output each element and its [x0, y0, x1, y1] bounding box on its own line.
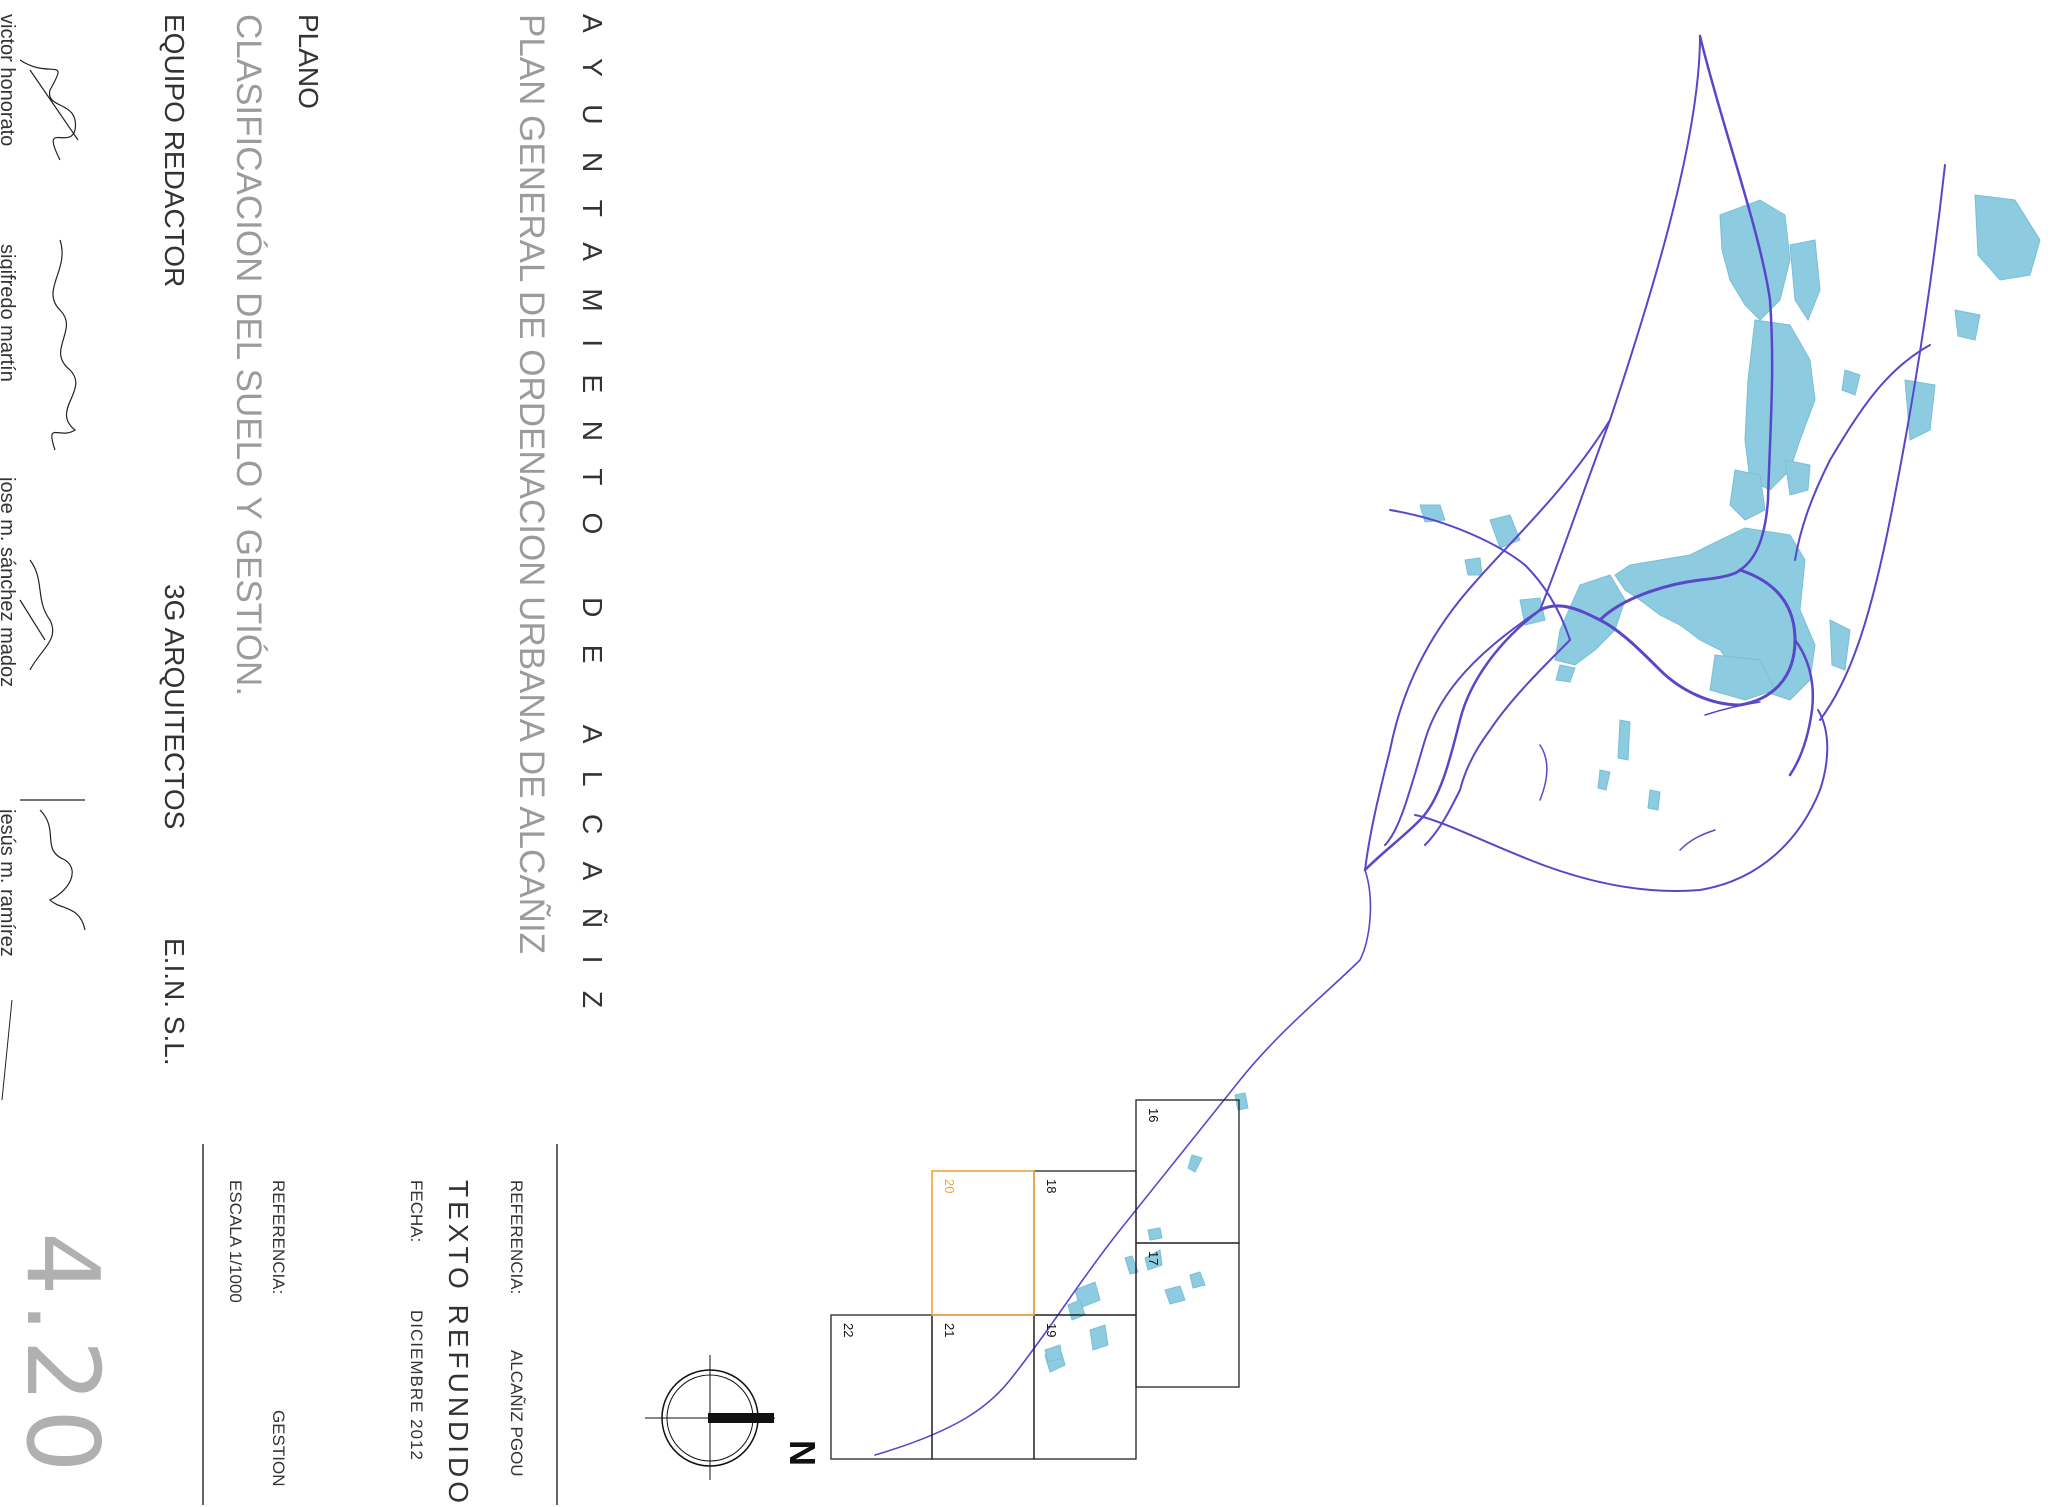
road-west-arc: [1389, 509, 1571, 641]
road-great-arc: [1414, 709, 1829, 892]
road-ring-3: [1788, 638, 1815, 777]
urban-area-west-2: [1489, 514, 1521, 549]
urban-area-south-2: [1617, 719, 1631, 761]
team-name-2: E.I.N. S.L.: [159, 938, 190, 1066]
signatory-3: jose m. sánchez madoz: [0, 477, 18, 688]
sheet-number-19: 19: [1044, 1323, 1059, 1338]
document-type: TEXTO REFUNDIDO: [443, 1180, 474, 1507]
urban-area-south-4: [1597, 769, 1611, 791]
road-network: [874, 34, 1946, 1456]
sheet-cell-20[interactable]: [931, 1170, 1035, 1316]
municipality-title: AYUNTAMIENTO DE ALCAÑIZ: [577, 14, 608, 1036]
road-north-main: [1698, 34, 1774, 572]
urban-area-south-3: [1647, 789, 1661, 811]
urban-area-town-center: [1614, 527, 1816, 701]
date-value: DICIEMBRE 2012: [407, 1310, 426, 1461]
urban-area-north-3: [1789, 239, 1821, 322]
plan-label: PLANO: [293, 14, 324, 109]
plan-number: 4.20: [4, 1232, 121, 1479]
urban-area-east-4: [1841, 369, 1861, 396]
sheet-number-21: 21: [942, 1323, 957, 1338]
sheet-cell-22[interactable]: [830, 1314, 933, 1460]
urban-area-mid-2: [1784, 459, 1811, 496]
scale-label: ESCALA 1/1000: [226, 1180, 245, 1303]
reference-value: ALCAÑIZ PGOU: [507, 1350, 526, 1477]
signatory-1: victor honorato: [0, 14, 18, 147]
urban-area-east-1: [1974, 194, 2041, 281]
urban-area-corridor-8: [1234, 1092, 1249, 1111]
urban-area-corridor-10: [1124, 1255, 1139, 1275]
road-spur-3: [1679, 829, 1716, 851]
urban-area-east-2: [1954, 309, 1981, 341]
team-label: EQUIPO REDACTOR: [159, 14, 190, 288]
road-corridor: [874, 869, 1372, 1456]
signatory-2: sigifredo martín: [0, 244, 18, 382]
urban-area-ne-strip: [1829, 619, 1851, 671]
urban-area-corridor-5: [1164, 1285, 1186, 1305]
urban-area-corridor-11: [1144, 1249, 1163, 1271]
sheet-number-18: 18: [1044, 1179, 1059, 1194]
road-spur-1: [1539, 744, 1548, 801]
road-left-arc: [1384, 609, 1541, 846]
road-southwest: [1424, 639, 1571, 846]
road-far-west-arc: [1364, 419, 1611, 871]
project-title: PLAN GENERAL DE ORDENACION URBANA DE ALC…: [512, 14, 551, 955]
urban-area-corridor-7: [1147, 1227, 1163, 1241]
north-arrow-icon: [645, 1355, 775, 1480]
team-name-1: 3G ARQUITECTOS: [159, 584, 190, 830]
urban-area-mid-1: [1729, 469, 1766, 521]
urban-area-west-4: [1464, 557, 1483, 576]
urban-area-corridor-2: [1089, 1324, 1109, 1351]
reference-label: REFERENCIA:: [507, 1180, 526, 1295]
urban-area-north-1: [1719, 199, 1791, 321]
road-south-loop: [1363, 608, 1542, 872]
urban-area-corridor-6: [1189, 1271, 1206, 1289]
road-east-2: [1794, 344, 1931, 561]
sheet-index: [830, 1099, 1240, 1460]
plan-reference-label: REFERENCIA:: [269, 1180, 288, 1295]
urban-area-south-1: [1709, 654, 1776, 701]
north-label: N: [782, 1440, 823, 1466]
road-east-highway: [1819, 164, 1946, 721]
road-spur-2: [1704, 701, 1761, 716]
sheet-number-16: 16: [1146, 1108, 1161, 1123]
urban-area-corridor-9: [1187, 1154, 1203, 1173]
plan-title: CLASIFICACIÓN DEL SUELO Y GESTIÓN.: [229, 14, 268, 697]
plan-reference-value: GESTION: [269, 1410, 288, 1487]
sheet-number-17: 17: [1146, 1251, 1161, 1266]
urban-area-west: [1554, 574, 1626, 666]
sheet-number-22: 22: [841, 1323, 856, 1338]
date-label: FECHA:: [407, 1180, 426, 1243]
sheet-number-20: 20: [942, 1179, 957, 1194]
signatory-4: jesús m. ramírez: [0, 809, 18, 957]
road-ring-2: [1598, 568, 1742, 622]
urban-area-corridor-4: [1044, 1344, 1063, 1363]
urban-areas: [1044, 194, 2041, 1373]
urban-area-sw-2: [1555, 664, 1576, 683]
road-north-west: [1539, 35, 1701, 611]
